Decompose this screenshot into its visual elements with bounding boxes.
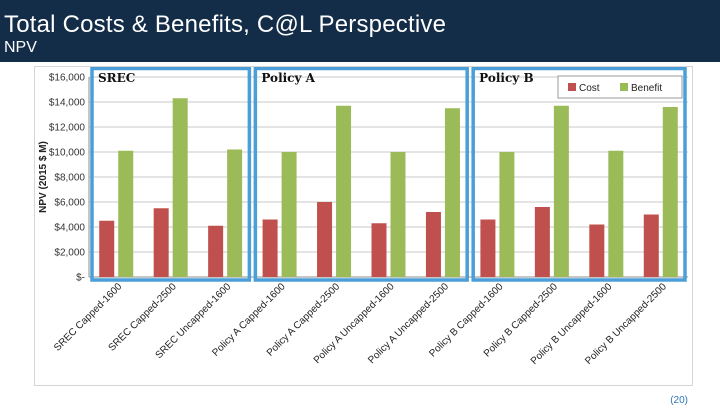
y-tick-label: $16,000 bbox=[49, 73, 86, 84]
benefit-bar bbox=[390, 152, 406, 277]
cost-bar bbox=[208, 225, 224, 277]
cost-bar bbox=[589, 224, 605, 277]
page-title: Total Costs & Benefits, C@L Perspective bbox=[4, 11, 447, 38]
legend-benefit-label: Benefit bbox=[631, 83, 662, 94]
cost-bar bbox=[425, 212, 441, 277]
legend-benefit-swatch bbox=[620, 83, 628, 91]
group-box bbox=[471, 67, 687, 282]
chart-panel: $- $2,000 $4,000 $6,000 $8,000 $10,000 $12,000… bbox=[34, 66, 693, 386]
group-label: Policy B bbox=[479, 71, 533, 85]
benefit-bar bbox=[227, 149, 243, 277]
y-tick-label: $8,000 bbox=[54, 173, 85, 184]
cost-bar bbox=[480, 219, 496, 277]
group-label: SREC bbox=[98, 71, 135, 85]
page-subtitle: NPV bbox=[4, 39, 37, 56]
title-bar: Total Costs & Benefits, C@L Perspective … bbox=[0, 0, 720, 62]
group-box bbox=[253, 67, 469, 282]
cost-bar bbox=[371, 223, 387, 277]
benefit-bar bbox=[118, 150, 134, 277]
legend-cost-label: Cost bbox=[579, 83, 600, 94]
y-tick-label: $10,000 bbox=[49, 148, 86, 159]
y-tick-label: $6,000 bbox=[54, 198, 85, 209]
page-number: (20) bbox=[670, 395, 688, 406]
y-tick-label: $4,000 bbox=[54, 223, 85, 234]
benefit-bar bbox=[336, 105, 352, 277]
y-tick-label: $14,000 bbox=[49, 98, 86, 109]
benefit-bar bbox=[281, 152, 297, 277]
benefit-bar bbox=[553, 105, 569, 277]
cost-bar bbox=[153, 208, 169, 277]
y-axis-title: NPV (2015 $ M) bbox=[38, 141, 49, 213]
y-tick-label: $2,000 bbox=[54, 248, 85, 259]
bar-chart: $- $2,000 $4,000 $6,000 $8,000 $10,000 $12,000… bbox=[38, 67, 688, 367]
cost-bar bbox=[643, 214, 659, 277]
group-box bbox=[90, 67, 252, 282]
group-label: Policy A bbox=[261, 71, 315, 85]
y-tick-label: $12,000 bbox=[49, 123, 86, 134]
cost-bar bbox=[534, 207, 550, 277]
cost-bar bbox=[99, 220, 115, 277]
benefit-bar bbox=[662, 107, 678, 277]
benefit-bar bbox=[608, 150, 624, 277]
benefit-bar bbox=[499, 152, 515, 277]
cost-bar bbox=[262, 219, 278, 277]
legend-cost-swatch bbox=[568, 83, 576, 91]
y-tick-label: $- bbox=[76, 273, 85, 284]
benefit-bar bbox=[172, 98, 188, 277]
cost-bar bbox=[317, 202, 333, 277]
benefit-bar bbox=[444, 108, 460, 277]
